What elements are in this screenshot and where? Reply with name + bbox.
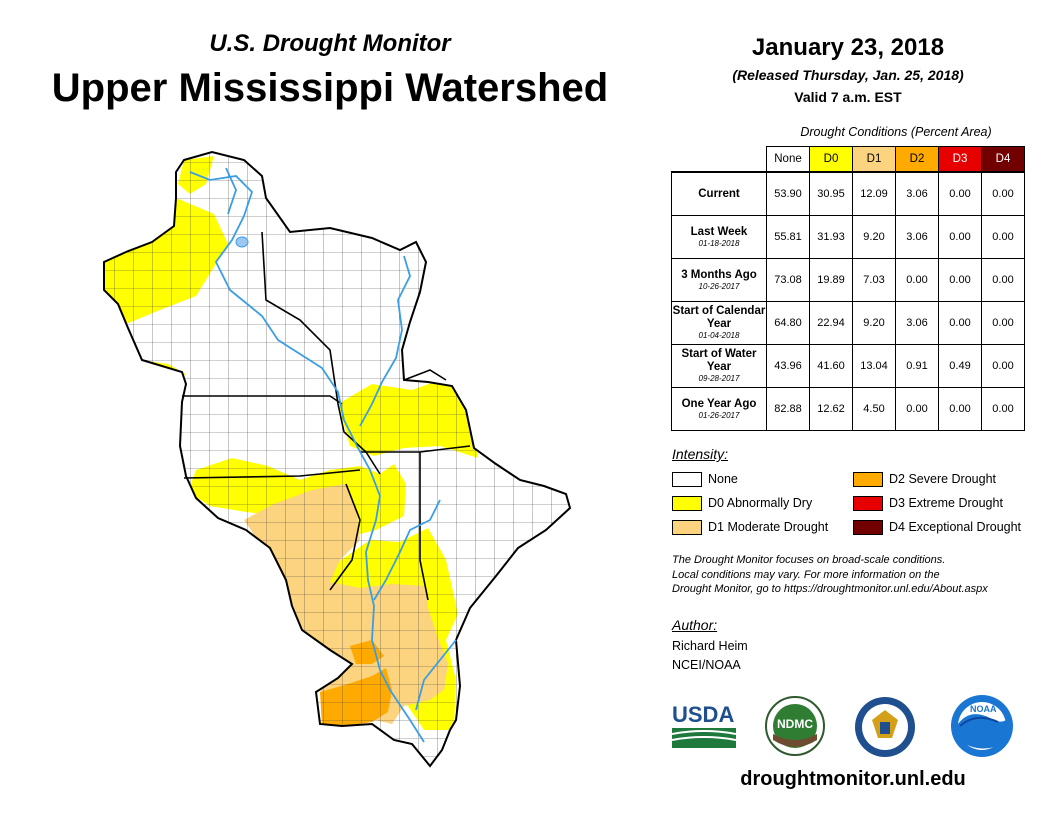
valid-time: Valid 7 a.m. EST [794,89,902,105]
value-cell: 0.00 [981,258,1025,302]
disclaimer-note: The Drought Monitor focuses on broad-sca… [672,554,988,595]
state-boundaries [182,231,471,601]
table-caption: Drought Conditions (Percent Area) [800,125,992,139]
map-date: January 23, 2018 [751,34,945,61]
row-label: Current [671,171,767,216]
row-label: 3 Months Ago 10-26-2017 [671,258,767,302]
col-d2: D2 [895,146,939,173]
value-cell: 0.00 [981,344,1025,388]
legend-item-d0: D0 Abnormally Dry [672,494,852,512]
author-name: Richard Heim [672,639,748,653]
value-cell: 0.00 [895,387,939,431]
table-row: 3 Months Ago 10-26-2017 73.08 19.89 7.03 … [671,258,1025,302]
table-row: One Year Ago 01-26-2017 82.88 12.62 4.50 … [671,387,1025,431]
legend-item-d1: D1 Moderate Drought [672,518,852,536]
value-cell: 0.00 [938,301,982,345]
value-cell: 0.91 [895,344,939,388]
col-none: None [766,146,810,173]
value-cell: 3.06 [895,215,939,259]
watershed-map [103,151,571,767]
value-cell: 0.00 [981,301,1025,345]
row-label: Start of Calendar Year 01-04-2018 [671,301,767,345]
value-cell: 43.96 [766,344,810,388]
legend-col-2: D2 Severe Drought D3 Extreme Drought D4 … [853,470,1043,536]
col-d4: D4 [981,146,1025,173]
row-label: Start of Water Year 09-28-2017 [671,344,767,388]
value-cell: 0.00 [895,258,939,302]
value-cell: 9.20 [852,215,896,259]
value-cell: 64.80 [766,301,810,345]
swatch-d0 [672,495,702,511]
value-cell: 4.50 [852,387,896,431]
swatch-none [672,471,702,487]
value-cell: 0.00 [938,258,982,302]
value-cell: 31.93 [809,215,853,259]
value-cell: 0.00 [981,387,1025,431]
value-cell: 55.81 [766,215,810,259]
swatch-d4 [853,519,883,535]
value-cell: 0.00 [938,215,982,259]
col-d3: D3 [938,146,982,173]
usda-logo: USDA [672,700,738,750]
legend-title: Intensity: [672,446,729,462]
value-cell: 41.60 [809,344,853,388]
value-cell: 73.08 [766,258,810,302]
legend-item-d3: D3 Extreme Drought [853,494,1043,512]
value-cell: 53.90 [766,171,810,216]
value-cell: 7.03 [852,258,896,302]
col-d0: D0 [809,146,853,173]
map-title: Upper Mississippi Watershed [51,66,609,110]
website-link[interactable]: droughtmonitor.unl.edu [740,768,966,790]
author-block: Richard Heim NCEI/NOAA [672,637,748,675]
value-cell: 82.88 [766,387,810,431]
ndmc-logo: NDMC [760,696,830,756]
value-cell: 3.06 [895,301,939,345]
table-row: Current 53.90 30.95 12.09 3.06 0.00 0.00 [671,171,1025,216]
author-org: NCEI/NOAA [672,658,741,672]
table-row: Start of Water Year 09-28-2017 43.96 41.6… [671,344,1025,388]
value-cell: 0.00 [981,215,1025,259]
value-cell: 9.20 [852,301,896,345]
table-row: Start of Calendar Year 01-04-2018 64.80 2… [671,301,1025,345]
legend-item-d4: D4 Exceptional Drought [853,518,1043,536]
legend-col-1: None D0 Abnormally Dry D1 Moderate Droug… [672,470,852,536]
value-cell: 12.09 [852,171,896,216]
map-subtitle: U.S. Drought Monitor [209,30,451,57]
legend-item-none: None [672,470,852,488]
lake [235,236,249,248]
value-cell: 0.00 [938,387,982,431]
noaa-logo: NOAA [950,694,1014,758]
value-cell: 22.94 [809,301,853,345]
row-label: Last Week 01-18-2018 [671,215,767,259]
swatch-d2 [853,471,883,487]
value-cell: 13.04 [852,344,896,388]
table-row: Last Week 01-18-2018 55.81 31.93 9.20 3.0… [671,215,1025,259]
swatch-d1 [672,519,702,535]
value-cell: 12.62 [809,387,853,431]
value-cell: 0.00 [981,171,1025,216]
col-d1: D1 [852,146,896,173]
swatch-d3 [853,495,883,511]
table-corner [672,147,767,173]
value-cell: 30.95 [809,171,853,216]
legend-item-d2: D2 Severe Drought [853,470,1043,488]
drought-table: None D0 D1 D2 D3 D4 Current 53.90 30.95 … [671,146,1025,431]
commerce-seal-logo [855,697,915,757]
author-title: Author: [672,617,718,633]
value-cell: 0.00 [938,171,982,216]
rivers [189,167,457,743]
value-cell: 19.89 [809,258,853,302]
release-date: (Released Thursday, Jan. 25, 2018) [732,67,964,83]
row-label: One Year Ago 01-26-2017 [671,387,767,431]
value-cell: 3.06 [895,171,939,216]
value-cell: 0.49 [938,344,982,388]
